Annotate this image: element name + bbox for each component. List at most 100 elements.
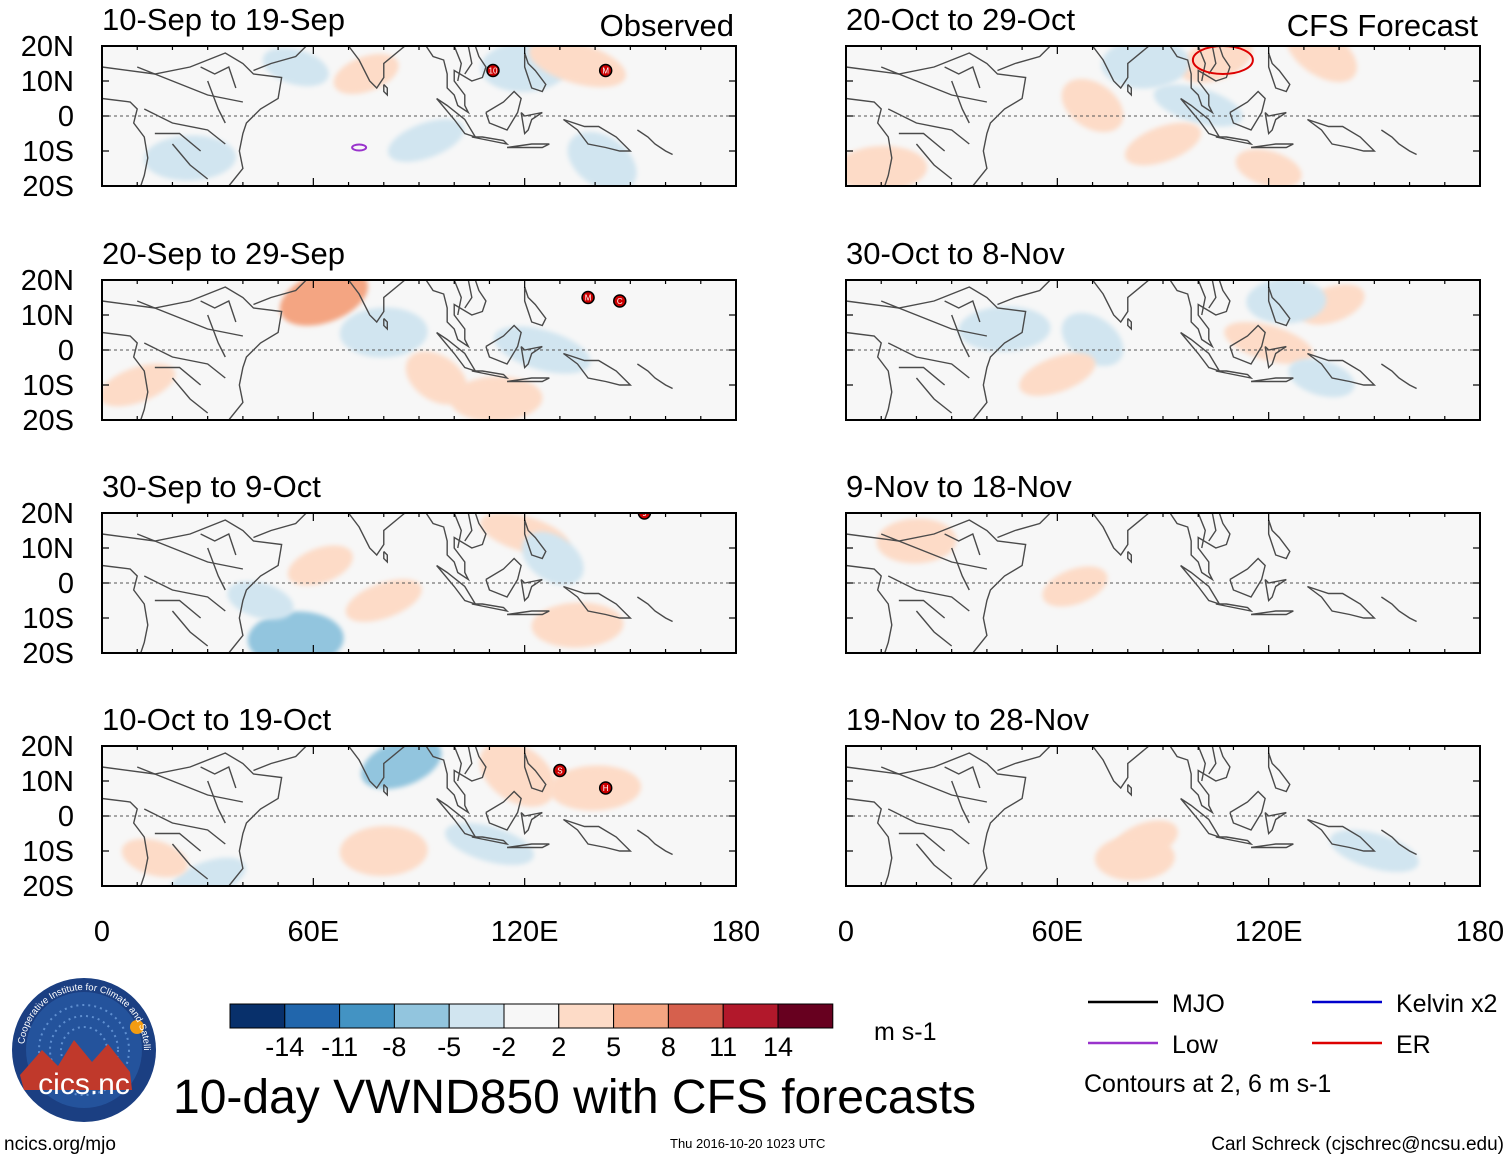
timestamp: Thu 2016-10-20 1023 UTC xyxy=(670,1136,825,1151)
storm-code: M xyxy=(585,294,592,303)
storm-code: M xyxy=(602,67,609,76)
coastlines xyxy=(102,513,673,653)
coastline xyxy=(1078,513,1150,557)
coastline xyxy=(1380,129,1417,156)
colorbar-units: m s-1 xyxy=(874,1018,937,1046)
colorbar-swatch xyxy=(777,1003,834,1029)
map-background xyxy=(102,280,736,420)
contour-legend: MJO Kelvin x2 Low ER xyxy=(1088,990,1497,1059)
coastline xyxy=(1306,352,1377,386)
colorbar-swatch xyxy=(339,1003,395,1029)
map-panel: 9-Nov to 18-Nov xyxy=(845,469,1481,654)
colorbar-swatch xyxy=(448,1003,505,1029)
coastline xyxy=(1208,46,1217,75)
coastline xyxy=(136,300,244,337)
coastlines xyxy=(846,513,1417,653)
colorbar-swatch xyxy=(667,1003,724,1029)
coastlines xyxy=(846,46,1417,186)
coastline xyxy=(1229,324,1266,365)
legend-item: MJO xyxy=(1088,990,1225,1018)
coastline xyxy=(425,280,487,349)
coastline xyxy=(425,46,487,115)
coastline xyxy=(636,129,673,156)
anomaly-patch xyxy=(1061,78,1124,133)
coastline xyxy=(1197,280,1206,316)
logo-sun xyxy=(130,1020,144,1034)
coastline xyxy=(1215,836,1254,846)
coastline xyxy=(207,780,226,824)
y-tick-label: 10S xyxy=(22,603,74,635)
anomaly-patch xyxy=(444,822,534,866)
anomaly-field xyxy=(958,280,1365,398)
coastline xyxy=(1250,377,1294,383)
coastline xyxy=(334,513,406,557)
coastline xyxy=(1267,286,1291,327)
y-tick-label: 20N xyxy=(21,265,74,297)
coastline xyxy=(253,746,307,772)
coastline xyxy=(154,366,202,386)
colorbar-label: -14 xyxy=(265,1032,304,1062)
anomaly-patch xyxy=(846,145,928,186)
anomaly-patch xyxy=(339,307,428,358)
coastline xyxy=(562,818,633,852)
colorbar-swatch xyxy=(722,1003,779,1029)
coastline xyxy=(200,533,237,556)
map-panel: 30-Oct to 8-Nov xyxy=(845,236,1481,421)
colorbar-label: -8 xyxy=(382,1032,406,1062)
coastline xyxy=(471,136,510,146)
coastline xyxy=(1078,746,1150,790)
coastline xyxy=(898,132,946,152)
coastline xyxy=(171,843,209,880)
coastline xyxy=(846,286,1027,420)
coastlines xyxy=(846,280,1417,420)
coastline xyxy=(334,746,406,790)
coastline xyxy=(102,797,149,886)
coastline xyxy=(1267,752,1291,793)
coastline xyxy=(253,46,307,72)
coastline xyxy=(1215,136,1254,146)
coastline xyxy=(1197,513,1206,549)
coastline xyxy=(464,513,473,542)
coastline xyxy=(136,66,244,103)
coastline xyxy=(880,300,988,337)
coastline xyxy=(200,766,237,789)
anomaly-patch xyxy=(405,351,468,405)
coastline xyxy=(1208,746,1217,775)
coastline xyxy=(464,746,473,775)
coastline xyxy=(1306,818,1377,852)
y-tick-label: 0 xyxy=(58,568,74,600)
coastline xyxy=(997,513,1051,539)
credit: Carl Schreck (cjschrec@ncsu.edu) xyxy=(1211,1134,1504,1155)
storm-code: C xyxy=(617,297,623,306)
coastline xyxy=(562,352,633,386)
coastline xyxy=(523,286,547,327)
anomaly-patch xyxy=(102,363,176,407)
storm-code: S xyxy=(557,767,562,776)
coastline xyxy=(1078,280,1150,324)
y-tick-label: 20N xyxy=(21,731,74,763)
x-tick-label: 180 xyxy=(712,916,760,948)
coastline xyxy=(453,746,462,782)
coastline xyxy=(334,46,406,90)
coastline xyxy=(253,280,307,306)
contour-low xyxy=(351,143,368,152)
coastline xyxy=(506,843,550,849)
colorbar-swatch xyxy=(613,1003,669,1029)
coastline xyxy=(102,752,283,886)
coastline xyxy=(915,843,953,880)
coastline xyxy=(951,547,970,591)
storm-code: 9 xyxy=(642,509,647,518)
coastline xyxy=(383,784,388,797)
anomaly-patch xyxy=(144,135,237,181)
coastline xyxy=(1127,551,1133,564)
coastline xyxy=(915,610,953,647)
panel-title: 10-Sep to 19-Sep xyxy=(102,2,345,37)
storm-marker: C xyxy=(613,294,627,308)
x-axis-labels: 0 60E 120E 180 0 60E 120E 180 xyxy=(94,916,1504,948)
colorbar-label: 8 xyxy=(661,1032,676,1062)
site-url[interactable]: ncics.org/mjo xyxy=(4,1134,116,1155)
storm-code: 10 xyxy=(489,67,498,76)
